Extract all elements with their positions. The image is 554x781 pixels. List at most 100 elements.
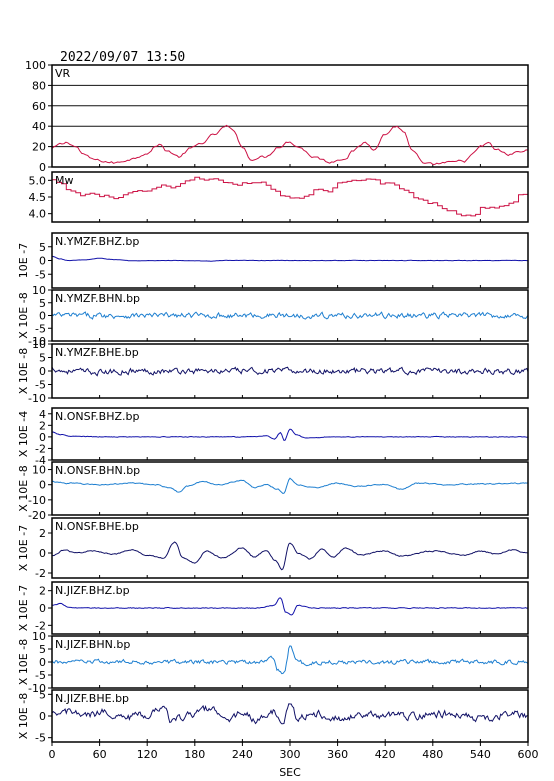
y-tick-label: -10 (28, 494, 46, 507)
y-tick-label: -5 (35, 379, 46, 392)
y-tick-label: -10 (28, 682, 46, 695)
y-axis-unit-label: X 10E -7 (17, 585, 30, 631)
y-tick-label: -4 (35, 454, 46, 467)
y-tick-label: 0 (39, 255, 46, 268)
y-tick-label: 0 (39, 602, 46, 615)
y-tick-label: 2 (39, 585, 46, 598)
y-tick-label: -5 (35, 322, 46, 335)
y-tick-label: 5 (39, 643, 46, 656)
y-tick-label: 10 (32, 284, 46, 297)
y-tick-label: 0 (39, 710, 46, 723)
panel-onsf-bhe: -2 0 2 N.ONSF.BHE.bp X 10E -7 (17, 517, 529, 580)
y-tick-label: 10 (32, 630, 46, 643)
y-tick-label: 0 (39, 479, 46, 492)
y-axis-unit-label: X 10E -8 (17, 693, 30, 739)
panel-ymzf-bhz: -505 N.YMZF.BHZ.bp 10E -7 (17, 232, 529, 289)
panel-title: N.JIZF.BHN.bp (55, 638, 130, 651)
y-axis-unit-label: X 10E -8 (17, 465, 30, 511)
series-line-vr (51, 124, 529, 165)
y-tick-label: -5 (35, 268, 46, 281)
series-line-onsf-bhe (52, 541, 529, 571)
y-tick-label: -5 (35, 732, 46, 745)
panel-frame (51, 232, 529, 289)
y-tick-label: 5 (39, 297, 46, 310)
series-line-jizf-bhn (51, 645, 529, 675)
y-tick-label: 5 (39, 352, 46, 365)
panel-title: N.JIZF.BHE.bp (55, 692, 129, 705)
panel-onsf-bhn: -20 -10 0 10 N.ONSF.BHN.bp X 10E -8 (17, 461, 529, 522)
x-axis-tick-label: 600 (518, 748, 539, 761)
panel-jizf-bhz: -2 0 2 N.JIZF.BHZ.bp X 10E -7 (17, 581, 529, 635)
panel-frame (51, 171, 529, 223)
x-axis-label: SEC (279, 766, 301, 779)
y-tick-label: 5 (39, 241, 46, 254)
panel-frame (51, 635, 529, 689)
y-axis-unit-label: X 10E -4 (17, 411, 30, 457)
y-tick-label: 4.5 (29, 191, 47, 204)
y-tick-label: -2 (35, 619, 46, 632)
panel-title: N.YMZF.BHE.bp (55, 346, 139, 359)
y-tick-label: -10 (28, 335, 46, 348)
panel-frame (51, 343, 529, 399)
datetime-title: 2022/09/07 13:50 (60, 50, 186, 65)
series-line-ymzf-bhe (51, 366, 529, 377)
series-line-mw (52, 176, 529, 217)
panel-frame (51, 407, 529, 461)
panel-jizf-bhe: -5 0 5 N.JIZF.BHE.bp X 10E -8 (17, 688, 529, 745)
x-axis-tick-label: 480 (422, 748, 443, 761)
panel-title: N.YMZF.BHN.bp (55, 292, 140, 305)
panel-mw: 4.0 4.5 5.0 Mw (29, 171, 529, 223)
panel-vr: 0 20 40 60 80 100 VR (25, 59, 529, 174)
series-line-jizf-bhz (51, 597, 529, 616)
y-tick-label: 5 (39, 688, 46, 701)
y-tick-label: 2 (39, 527, 46, 540)
y-tick-label: 20 (32, 141, 46, 154)
y-tick-label: 60 (32, 100, 46, 113)
y-tick-label: -10 (28, 392, 46, 405)
y-tick-label: 4 (39, 408, 46, 421)
series-line-onsf-bhz (51, 428, 529, 441)
y-axis-unit-label: X 10E -8 (17, 348, 30, 394)
y-tick-label: -2 (35, 442, 46, 455)
panel-frame (51, 64, 529, 168)
y-tick-label: 0 (39, 161, 46, 174)
x-axis: 0 60 120 180 240 300 360 420 480 540 600 SEC (49, 742, 539, 779)
y-tick-label: 5.0 (29, 174, 47, 187)
series-line-onsf-bhn (51, 477, 529, 495)
y-axis-unit-label: X 10E -8 (17, 639, 30, 685)
x-axis-tick-label: 0 (49, 748, 56, 761)
y-tick-label: 10 (32, 338, 46, 351)
y-tick-label: 100 (25, 59, 46, 72)
x-axis-tick-label: 420 (375, 748, 396, 761)
panel-title: N.JIZF.BHZ.bp (55, 584, 130, 597)
y-tick-label: 0 (39, 656, 46, 669)
series-line-ymzf-bhz (51, 255, 528, 262)
panel-frame (51, 517, 529, 579)
y-axis-unit-label: 10E -7 (17, 243, 30, 278)
x-axis-tick-label: 120 (137, 748, 158, 761)
y-tick-label: -2 (35, 567, 46, 580)
panel-title: N.ONSF.BHE.bp (55, 520, 139, 533)
y-tick-label: 10 (32, 464, 46, 477)
panel-title: Mw (55, 174, 74, 187)
y-axis-unit-label: X 10E -8 (17, 292, 30, 338)
series-line-jizf-bhe (51, 703, 528, 725)
panel-title: VR (55, 67, 71, 80)
panel-frame (51, 581, 529, 635)
y-tick-label: -20 (28, 509, 46, 522)
series-line-ymzf-bhn (51, 311, 529, 320)
panel-title: N.ONSF.BHN.bp (55, 464, 140, 477)
y-tick-label: 0 (39, 431, 46, 444)
x-axis-tick-label: 540 (470, 748, 491, 761)
x-axis-tick-label: 60 (93, 748, 107, 761)
y-tick-label: 0 (39, 547, 46, 560)
y-tick-label: 0 (39, 310, 46, 323)
panel-frame (51, 289, 529, 342)
y-tick-label: 80 (32, 79, 46, 92)
